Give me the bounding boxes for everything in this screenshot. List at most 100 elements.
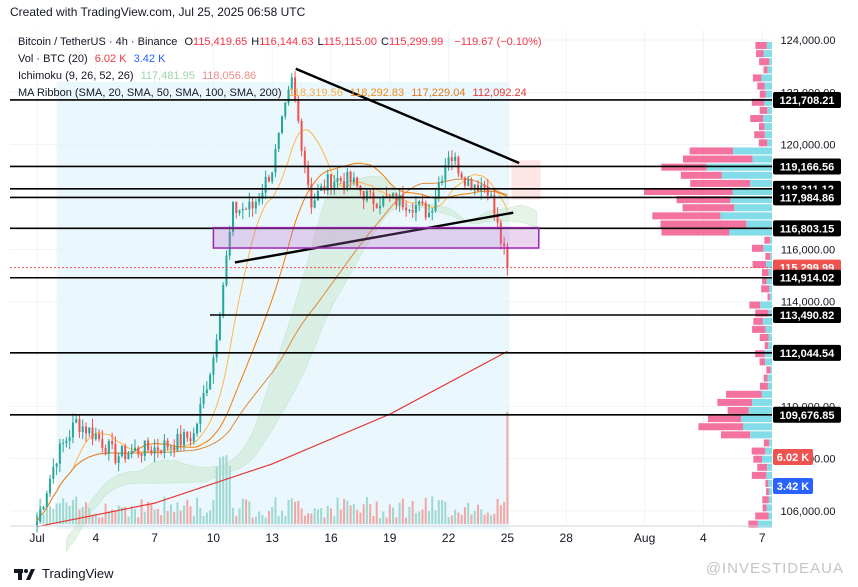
volume-bar — [218, 457, 221, 524]
candle-body — [254, 202, 257, 209]
ohlc-value: 116,144.63 — [259, 36, 314, 48]
candle-body — [71, 422, 74, 438]
price-axis-tick: 114,000.00 — [781, 297, 835, 309]
ichimoku-label: Ichimoku (9, 26, 52, 26) — [18, 70, 134, 82]
candle-body — [411, 209, 414, 213]
volume-profile-bar — [761, 390, 772, 398]
volume-profile-bar — [769, 439, 772, 447]
volume-label: Vol · BTC (20) — [18, 53, 88, 65]
volume-profile-bar — [768, 496, 772, 504]
volume-bar — [447, 517, 450, 524]
volume-profile-bar — [727, 407, 749, 415]
tradingview-logo-text: TradingView — [42, 566, 114, 581]
volume-profile-bar — [767, 382, 772, 390]
volume-profile-bar — [750, 179, 772, 187]
candle-body — [130, 450, 133, 455]
volume-bar — [506, 412, 509, 524]
volume-profile-bar — [759, 334, 769, 342]
candle-body — [349, 171, 352, 183]
price-label: 109,676.85 — [779, 410, 834, 422]
volume-bar — [310, 513, 313, 524]
symbol-legend[interactable]: Bitcoin / TetherUS · 4h · Binance O115,4… — [18, 36, 546, 48]
candle-body — [378, 205, 382, 209]
candle-body — [218, 316, 221, 340]
volume-bar — [78, 509, 81, 524]
volume-profile-bar — [676, 196, 731, 204]
ichimoku-legend[interactable]: Ichimoku (9, 26, 52, 26) 117,481.95 118,… — [18, 70, 260, 82]
candle-body — [160, 450, 163, 453]
volume-bar — [359, 512, 362, 524]
rectangle-zone — [212, 226, 540, 249]
ma-value-50: 118,292.83 — [349, 87, 405, 99]
candle-body — [163, 440, 166, 453]
volume-profile-bar — [763, 244, 772, 252]
volume-bar — [225, 455, 228, 524]
candle-body — [503, 243, 506, 247]
candle-body — [52, 466, 55, 479]
candle-body — [55, 463, 58, 467]
volume-profile-bar — [643, 188, 733, 196]
candle-body — [267, 176, 270, 182]
candle-body — [310, 184, 313, 208]
candle-body — [290, 77, 293, 90]
volume-profile-bar — [752, 398, 772, 406]
candle-body — [49, 478, 52, 494]
volume-bar — [192, 516, 195, 524]
volume-profile-bar — [770, 366, 772, 374]
volume-bar — [251, 517, 254, 524]
candle-body — [189, 438, 192, 442]
volume-profile-bar — [766, 504, 772, 512]
volume-profile-bar — [762, 277, 767, 285]
volume-profile-bar — [660, 220, 747, 228]
ohlc-value: 115,299.99 — [388, 36, 444, 48]
price-label-box — [773, 344, 841, 361]
volume-bar — [467, 502, 470, 524]
volume-profile-bar — [765, 480, 769, 488]
volume-profile-bar — [750, 115, 764, 122]
price-axis-tick: 124,000.00 — [780, 35, 835, 47]
volume-profile-bar — [734, 204, 772, 212]
candle-body — [88, 427, 91, 434]
volume-profile-bar — [689, 147, 734, 155]
volume-bar — [117, 505, 120, 524]
ma-ribbon-legend[interactable]: MA Ribbon (SMA, 20, SMA, 50, SMA, 100, S… — [18, 87, 531, 99]
volume-profile-bar — [761, 285, 770, 293]
volume-bar — [427, 511, 431, 524]
candle-body — [382, 195, 385, 206]
candle-body — [209, 374, 212, 390]
candle-body — [127, 454, 130, 460]
volume-profile-bar — [770, 252, 772, 260]
volume-profile-bar — [757, 463, 768, 471]
volume-profile-bar — [767, 463, 772, 471]
candle-body — [140, 454, 143, 456]
volume-bar — [499, 505, 502, 524]
volume-profile-bar — [741, 415, 772, 423]
candle-body — [339, 177, 342, 182]
volume-bar — [307, 513, 310, 524]
volume-profile-bar — [758, 139, 768, 147]
volume-bar — [378, 517, 382, 524]
volume-bar — [179, 510, 182, 524]
volume-bar — [111, 509, 114, 524]
candle-body — [343, 181, 346, 188]
candle-body — [68, 437, 71, 441]
volume-profile-bar — [763, 66, 768, 74]
volume-bar — [457, 512, 460, 524]
volume-profile-bar — [768, 480, 772, 488]
watermark: @INVESTIDEAUA — [705, 560, 844, 577]
candle-body — [483, 185, 486, 188]
volume-profile-bar — [768, 269, 772, 277]
candle-body — [490, 195, 493, 197]
candle-body — [235, 201, 238, 213]
tradingview-logo[interactable]: TradingView — [14, 566, 114, 581]
volume-legend[interactable]: Vol · BTC (20) 6.02 K 3.42 K — [18, 53, 169, 65]
volume-profile-bar — [768, 342, 772, 350]
volume-bar — [398, 502, 401, 524]
candle-body — [104, 448, 107, 454]
candle-body — [264, 176, 267, 193]
volume-bar — [480, 509, 483, 524]
candle-body — [222, 284, 225, 317]
volume-bar — [228, 465, 231, 524]
candle-body — [42, 506, 45, 510]
candle-body — [179, 433, 182, 446]
